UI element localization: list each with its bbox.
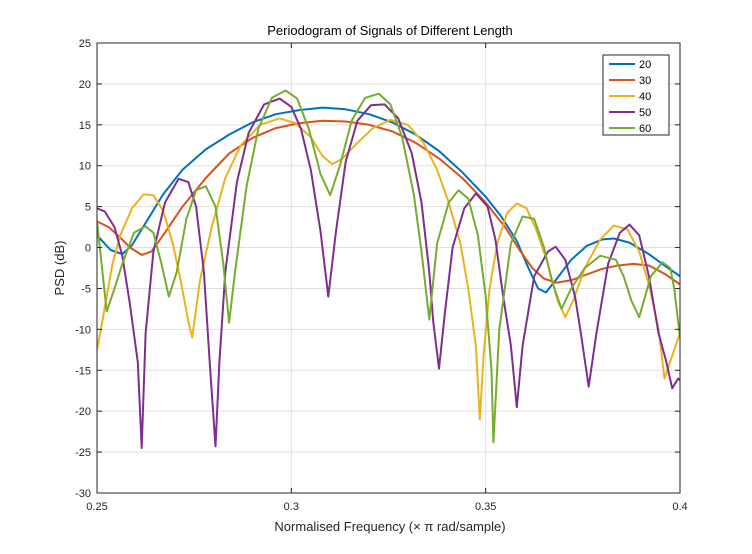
x-tick-label: 0.25 <box>86 501 107 513</box>
plot-area <box>97 43 680 493</box>
series-line-30 <box>97 119 680 286</box>
legend-label-40: 40 <box>639 91 651 103</box>
legend: 20 30 40 50 60 <box>602 54 670 136</box>
legend-label-50: 50 <box>639 107 651 119</box>
x-tick-label: 0.4 <box>672 501 687 513</box>
y-tick-label: 10 <box>79 161 91 173</box>
x-axis-label: Normalised Frequency (× π rad/sample) <box>274 519 505 534</box>
series-line-50 <box>97 97 680 449</box>
y-axis-label: PSD (dB) <box>52 241 67 296</box>
series-group <box>97 89 680 449</box>
x-tick-label: 0.3 <box>284 501 299 513</box>
y-tick-label: 0 <box>85 243 91 255</box>
series-line-40 <box>97 117 680 421</box>
y-grid-lines <box>97 42 680 494</box>
series-line-60 <box>97 89 680 444</box>
y-axis-ticks: -30 -25 -20 -15 -10 -5 0 5 10 15 20 25 <box>75 38 680 500</box>
y-tick-label: 5 <box>85 202 91 214</box>
y-tick-label: -25 <box>75 447 91 459</box>
y-tick-label: 15 <box>79 120 91 132</box>
legend-label-20: 20 <box>639 59 651 71</box>
plot-box <box>96 42 681 494</box>
x-tick-label: 0.35 <box>475 501 496 513</box>
y-tick-label: -30 <box>75 488 91 500</box>
legend-box <box>602 54 670 136</box>
y-tick-label: 25 <box>79 38 91 50</box>
chart-title: Periodogram of Signals of Different Leng… <box>267 23 512 38</box>
y-tick-label: 20 <box>79 79 91 91</box>
x-axis-ticks: 0.25 0.3 0.35 0.4 <box>86 43 688 513</box>
y-tick-label: -5 <box>81 283 91 295</box>
legend-label-30: 30 <box>639 75 651 87</box>
series-line-20 <box>97 106 680 294</box>
y-tick-label: -10 <box>75 324 91 336</box>
y-tick-label: -20 <box>75 406 91 418</box>
y-tick-label: -15 <box>75 365 91 377</box>
legend-label-60: 60 <box>639 123 651 135</box>
